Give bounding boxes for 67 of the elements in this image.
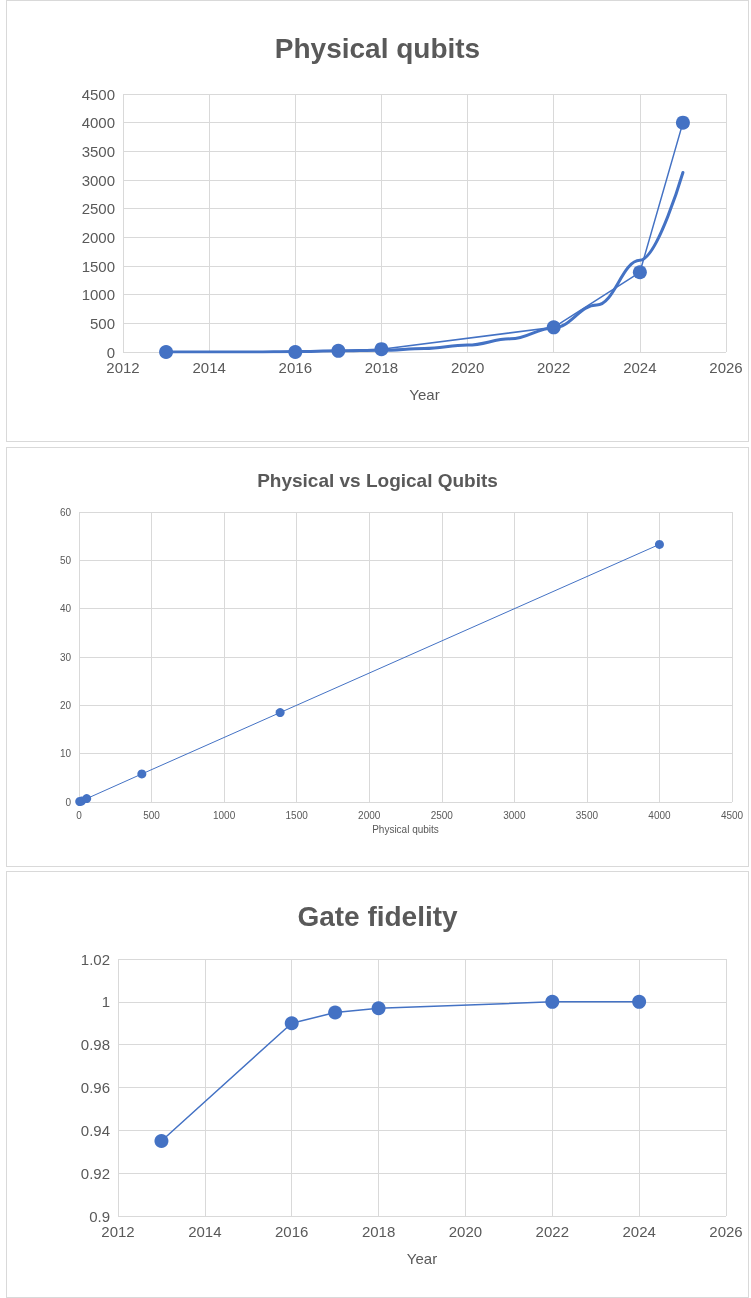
chart-title: Physical vs Logical Qubits [257,470,498,491]
point [545,994,560,1009]
point [328,1005,343,1020]
point [371,1001,386,1016]
y-tick-label: 0 [65,796,72,808]
y-tick-label: 0.92 [80,1164,110,1182]
y-tick-label: 0.9 [89,1207,110,1225]
y-tick-label: 40 [59,603,72,615]
x-tick-label: 2014 [188,1223,222,1240]
y-tick-label: 2000 [81,228,115,246]
y-tick-label: 500 [89,314,115,332]
x-tick-label: 2022 [535,1223,569,1240]
x-tick-label: 2022 [537,359,571,376]
point [284,1016,299,1031]
x-tick-label: 2020 [448,1223,483,1240]
x-tick-label: 2020 [450,359,485,376]
y-tick-label: 50 [59,554,72,566]
x-tick-label: 3500 [575,809,599,821]
x-tick-label: 2016 [275,1223,309,1240]
x-tick-label: 2012 [101,1223,135,1240]
y-tick-label: 10 [59,748,72,760]
point [154,1134,169,1149]
y-tick-label: 4500 [81,85,115,103]
point [654,539,664,549]
x-tick-label: 4000 [648,809,671,821]
y-tick-label: 0 [106,343,115,361]
y-tick-label: 1 [101,993,110,1011]
y-tick-label: 60 [59,506,72,518]
y-tick-label: 1.02 [80,950,110,968]
y-tick-label: 30 [59,651,72,663]
x-tick-label: 500 [143,809,161,821]
x-tick-label: 1000 [212,809,236,821]
x-tick-label: 3000 [503,809,526,821]
x-tick-label: 4500 [720,809,744,821]
x-tick-label: 2014 [192,359,226,376]
x-tick-label: 2012 [106,359,140,376]
point [137,769,147,779]
y-tick-label: 2500 [81,200,115,218]
x-axis-title: Year [409,386,440,403]
x-tick-label: 2500 [430,809,454,821]
y-tick-label: 3000 [81,171,115,189]
x-tick-label: 2000 [358,809,381,821]
chart-title: Gate fidelity [297,900,459,932]
y-tick-label: 0.96 [80,1079,110,1096]
x-axis-title: Physical qubits [372,824,439,836]
y-tick-label: 0.94 [80,1121,110,1139]
y-tick-label: 1000 [81,286,115,304]
y-tick-label: 4000 [81,114,115,132]
point [275,708,285,718]
y-tick-label: 0.98 [80,1036,110,1054]
y-tick-label: 3500 [81,142,115,160]
x-axis-title: Year [406,1250,438,1267]
y-tick-label: 20 [59,699,72,711]
point [632,994,647,1009]
point [632,265,647,280]
x-tick-label: 2024 [622,1223,656,1240]
x-tick-label: 2026 [709,1223,743,1240]
x-tick-label: 2018 [361,1223,396,1240]
x-tick-label: 2024 [623,359,657,376]
x-tick-label: 1500 [285,809,309,821]
x-tick-label: 2016 [278,359,312,376]
y-tick-label: 1500 [81,257,115,275]
point [82,794,92,804]
x-tick-label: 2018 [364,359,399,376]
x-tick-label: 2026 [709,359,743,376]
point [675,115,690,130]
chart-title: Physical qubits [274,32,481,64]
